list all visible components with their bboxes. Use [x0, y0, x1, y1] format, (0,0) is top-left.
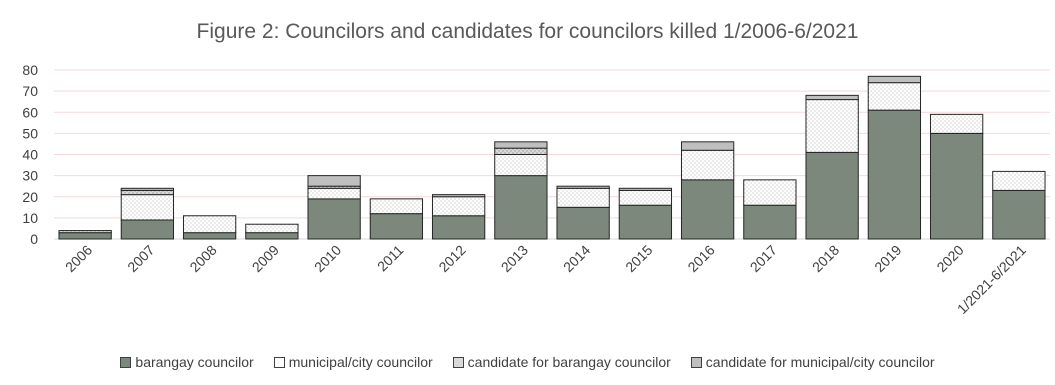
x-tick-label: 2013 [498, 242, 531, 275]
x-tick-label: 2006 [62, 242, 95, 275]
legend-swatch [273, 356, 285, 368]
bar-segment-barangay-councilor [369, 213, 424, 240]
bar-segment-municipal-city-councilor [929, 113, 984, 134]
chart-plot: 0 10 20 30 40 50 60 70 80 2006 2007 2008 2009 2010 201… [22, 62, 1050, 317]
bar-segment-candidate-for-municipal-city-councilor [556, 185, 610, 189]
bar-segment-candidate-for-municipal-city-councilor [120, 187, 175, 191]
bar-segment-candidate-for-municipal-city-councilor [805, 94, 859, 101]
legend-item: candidate for municipal/city councilor [690, 354, 935, 370]
x-tick-label: 2018 [809, 242, 842, 275]
bar-segment-candidate-for-municipal-city-councilor [867, 75, 922, 84]
bar-segment-barangay-councilor [120, 219, 175, 240]
x-tick-label: 2011 [374, 242, 407, 275]
bar-segment-candidate-for-municipal-city-councilor [307, 175, 361, 187]
x-tick-label: 2009 [249, 242, 282, 275]
bar-segment-candidate-for-municipal-city-councilor [494, 141, 548, 149]
y-tick-label: 70 [22, 83, 38, 99]
x-tick-label: 2012 [435, 242, 468, 275]
bar-segment-candidate-for-barangay-councilor [58, 230, 112, 234]
bar-segment-municipal-city-councilor [743, 179, 797, 206]
bar-segment-municipal-city-councilor [992, 170, 1046, 191]
legend-label: candidate for municipal/city councilor [705, 354, 935, 370]
bar-segment-candidate-for-municipal-city-councilor [618, 187, 673, 191]
legend-label: candidate for barangay councilor [467, 354, 671, 370]
bar-segment-barangay-councilor [680, 179, 735, 240]
legend-label: municipal/city councilor [288, 354, 433, 370]
bar-segment-barangay-councilor [867, 109, 922, 240]
y-tick-label: 0 [30, 231, 38, 247]
bar-segment-municipal-city-councilor [307, 187, 361, 200]
bar-segment-municipal-city-councilor [805, 99, 859, 153]
bar-segment-barangay-councilor [494, 175, 548, 240]
bar-segment-barangay-councilor [431, 215, 486, 240]
bar-segment-barangay-councilor [743, 204, 797, 240]
x-tick-label: 2019 [871, 242, 904, 275]
bar-segment-municipal-city-councilor [182, 215, 237, 234]
x-tick-label: 2015 [622, 242, 655, 275]
y-tick-label: 40 [22, 147, 38, 163]
bar-segment-barangay-councilor [556, 206, 610, 240]
legend-swatch [690, 356, 702, 368]
legend-item: candidate for barangay councilor [452, 354, 671, 370]
legend-label: barangay councilor [135, 354, 254, 370]
bar-segment-candidate-for-barangay-councilor [494, 147, 548, 156]
bar-segment-municipal-city-councilor [120, 194, 175, 221]
bar-segment-barangay-councilor [618, 204, 673, 240]
bar-segment-barangay-councilor [992, 189, 1046, 240]
x-tick-label: 2010 [311, 242, 344, 275]
legend-item: barangay councilor [120, 354, 254, 370]
y-tick-label: 30 [22, 168, 38, 184]
x-tick-label: 2020 [933, 242, 966, 275]
bar-segment-municipal-city-councilor [494, 154, 548, 177]
bar-segment-barangay-councilor [929, 132, 984, 240]
bar-segment-municipal-city-councilor [867, 82, 922, 111]
chart-legend: barangay councilor municipal/city council… [0, 354, 1055, 370]
bar-segment-municipal-city-councilor [556, 187, 610, 208]
y-tick-label: 60 [22, 104, 38, 120]
legend-swatch [452, 356, 464, 368]
x-tick-label: 2014 [560, 242, 593, 275]
bar-segment-candidate-for-municipal-city-councilor [431, 194, 486, 198]
bar-segment-municipal-city-councilor [618, 189, 673, 206]
legend-item: municipal/city councilor [273, 354, 433, 370]
legend-swatch [120, 356, 132, 368]
bar-segment-barangay-councilor [245, 232, 299, 240]
chart-title: Figure 2: Councilors and candidates for … [196, 20, 859, 43]
y-tick-label: 10 [22, 210, 38, 226]
bar-segment-municipal-city-councilor [245, 223, 299, 234]
bar-segment-barangay-councilor [58, 232, 112, 240]
bar-segment-municipal-city-councilor [431, 196, 486, 217]
x-tick-label: 2007 [124, 242, 157, 275]
x-tick-label: 2016 [684, 242, 717, 275]
y-tick-label: 80 [22, 62, 38, 78]
bar-segment-candidate-for-barangay-councilor [120, 189, 175, 196]
bar-segment-barangay-councilor [307, 198, 361, 240]
bar-segment-barangay-councilor [182, 232, 237, 240]
bar-segment-candidate-for-municipal-city-councilor [680, 141, 735, 151]
x-tick-label: 2017 [747, 242, 780, 275]
bar-segment-barangay-councilor [805, 151, 859, 240]
x-tick-label: 2008 [186, 242, 219, 275]
y-tick-label: 20 [22, 189, 38, 205]
bar-segment-municipal-city-councilor [680, 149, 735, 181]
bar-segment-municipal-city-councilor [369, 198, 424, 215]
y-tick-label: 50 [22, 125, 38, 141]
